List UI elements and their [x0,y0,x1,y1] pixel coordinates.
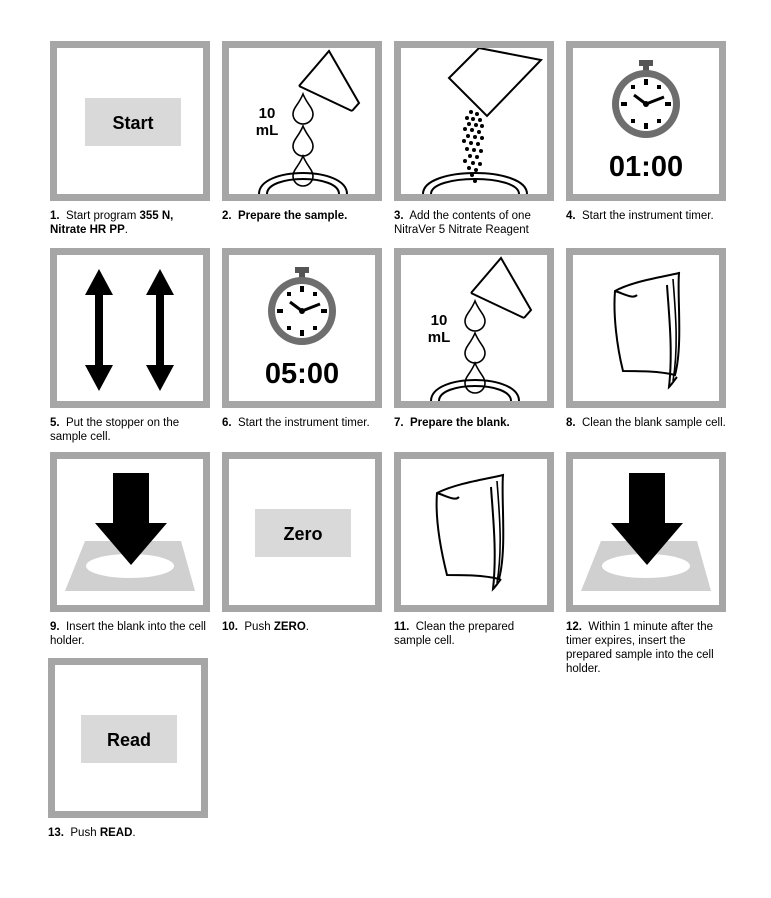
step-number: 2. [222,210,232,222]
zero-button-label: Zero [283,524,322,544]
step-text-bold: READ [99,827,133,839]
step-text-bold: 355 N, Nitrate HR PP [50,210,174,236]
read-button-label: Read [107,730,151,750]
step-3-caption: 3. Add the contents of one NitraVer 5 Ni… [394,209,554,237]
timer-icon: 01:00 [609,60,683,183]
step-number: 4. [566,210,576,222]
zero-button-icon: Zero [255,509,351,557]
step-text-bold: Prepare the sample. [237,210,348,222]
step-number: 6. [222,417,232,429]
volume-unit: mL [428,329,451,346]
step-text: Start the instrument timer. [237,417,370,429]
step-text: Insert the blank into the cell holder. [50,621,206,647]
step-4-illustration: 01:00 [566,41,726,201]
volume-number: 10 [431,312,448,329]
step-11-caption: 11. Clean the prepared sample cell. [394,620,554,648]
step-number: 8. [566,417,576,429]
step-text: Start the instrument timer. [581,210,714,222]
volume-number: 10 [259,105,276,122]
wipe-cloth-icon [613,271,681,390]
step-text-bold: Prepare the blank. [409,417,510,429]
timer-icon: 05:00 [265,267,339,390]
step-number: 9. [50,621,60,633]
powder-pillow-into-cell-icon [422,48,543,194]
step-6-caption: 6. Start the instrument timer. [222,416,382,430]
step-text: Add the contents of one NitraVer 5 Nitra… [394,210,531,236]
step-1-illustration: Start [50,41,210,201]
start-button-label: Start [112,113,153,133]
step-text-end: . [132,827,136,839]
step-10-illustration: Zero [222,452,382,612]
step-number: 12. [566,621,582,633]
step-number: 7. [394,417,404,429]
step-2-illustration: 10 mL [222,41,382,201]
step-number: 1. [50,210,60,222]
volume-unit: mL [256,122,279,139]
start-button-icon: Start [85,98,181,146]
step-2-caption: 2. Prepare the sample. [222,209,382,223]
step-7-illustration: 10 mL [394,248,554,408]
step-text: Clean the blank sample cell. [581,417,726,429]
step-text: Within 1 minute after the timer expires,… [566,621,714,675]
timer-readout: 05:00 [265,358,339,390]
timer-readout: 01:00 [609,151,683,183]
step-number: 11. [394,621,410,633]
droplets-into-cell-icon: 10 mL [256,49,361,194]
step-text-end: . [305,621,309,633]
step-text-end: . [124,224,128,236]
step-text: Push [70,827,100,839]
step-10-caption: 10. Push ZERO. [222,620,382,634]
read-button-icon: Read [81,715,177,763]
step-6-illustration: 05:00 [222,248,382,408]
step-number: 13. [48,827,64,839]
step-9-illustration [50,452,210,612]
step-text: Clean the prepared sample cell. [394,621,515,647]
step-13-illustration: Read [48,658,208,818]
step-text-bold: ZERO [273,621,306,633]
wipe-cloth-icon [435,473,505,592]
step-8-caption: 8. Clean the blank sample cell. [566,416,726,430]
step-number: 5. [50,417,60,429]
step-text: Push [244,621,274,633]
step-11-illustration [394,452,554,612]
step-7-caption: 7. Prepare the blank. [394,416,554,430]
step-5-illustration [50,248,210,408]
step-3-illustration [394,41,554,201]
step-text: Start program [65,210,140,222]
insert-arrow-icon [581,473,711,591]
step-12-illustration [566,452,726,612]
step-number: 10. [222,621,238,633]
droplets-into-cell-icon: 10 mL [428,256,533,401]
step-12-caption: 12. Within 1 minute after the timer expi… [566,620,726,676]
shake-arrows-icon [85,269,174,391]
step-1-caption: 1. Start program 355 N, Nitrate HR PP. [50,209,210,237]
step-13-caption: 13. Push READ. [48,826,208,840]
step-number: 3. [394,210,404,222]
step-8-illustration [566,248,726,408]
step-4-caption: 4. Start the instrument timer. [566,209,726,223]
step-9-caption: 9. Insert the blank into the cell holder… [50,620,210,648]
step-5-caption: 5. Put the stopper on the sample cell. [50,416,210,444]
insert-arrow-icon [65,473,195,591]
step-text: Put the stopper on the sample cell. [50,417,180,443]
